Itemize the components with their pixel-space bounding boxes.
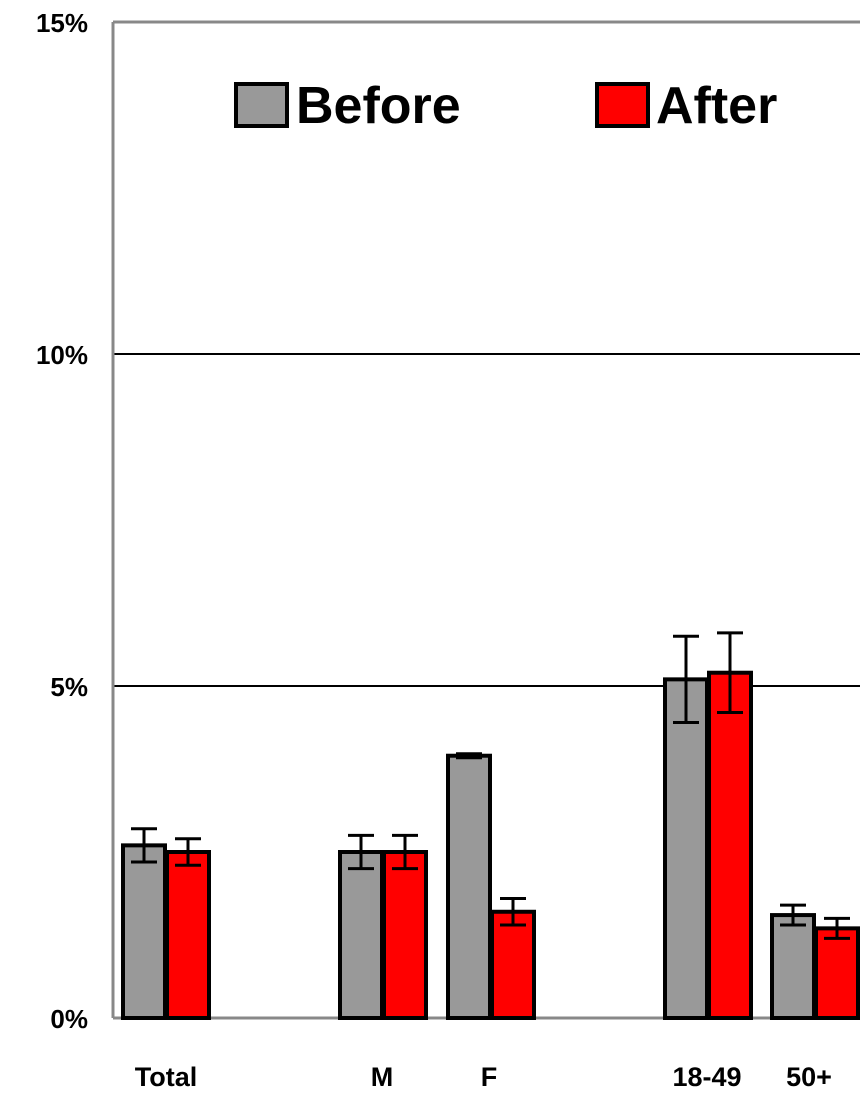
y-tick-label: 10% <box>36 340 88 370</box>
y-tick-labels: 0% 5% 10% 15% <box>36 8 88 1034</box>
bar-before-50+ <box>770 913 816 1021</box>
x-tick-label: F <box>481 1062 498 1092</box>
legend: Before After <box>234 77 777 135</box>
y-tick-label: 0% <box>50 1004 88 1034</box>
x-tick-label: 18-49 <box>672 1062 741 1092</box>
x-tick-labels: Total M F 18-49 50+ <box>135 1062 832 1092</box>
y-tick-label: 5% <box>50 672 88 702</box>
legend-label-after: After <box>656 77 777 135</box>
bar-before-m <box>338 850 384 1020</box>
error-bars <box>131 631 850 940</box>
legend-swatch-before <box>234 82 289 128</box>
legend-swatch-after <box>595 82 650 128</box>
bar-after-18-49 <box>707 670 753 1020</box>
bar-after-f <box>490 909 536 1021</box>
bar-after-total <box>165 850 211 1020</box>
x-tick-label: M <box>371 1062 394 1092</box>
legend-label-before: Before <box>296 77 461 135</box>
chart-title: HIV rate <box>357 0 584 11</box>
y-tick-label: 15% <box>36 8 88 38</box>
bar-before-18-49 <box>663 677 709 1020</box>
bar-after-50+ <box>814 926 860 1020</box>
bar-before-f <box>446 753 492 1020</box>
bars <box>121 670 860 1021</box>
x-tick-label: 50+ <box>786 1062 832 1092</box>
x-tick-label: Total <box>135 1062 198 1092</box>
bar-after-m <box>382 850 428 1020</box>
bar-before-total <box>121 843 167 1020</box>
